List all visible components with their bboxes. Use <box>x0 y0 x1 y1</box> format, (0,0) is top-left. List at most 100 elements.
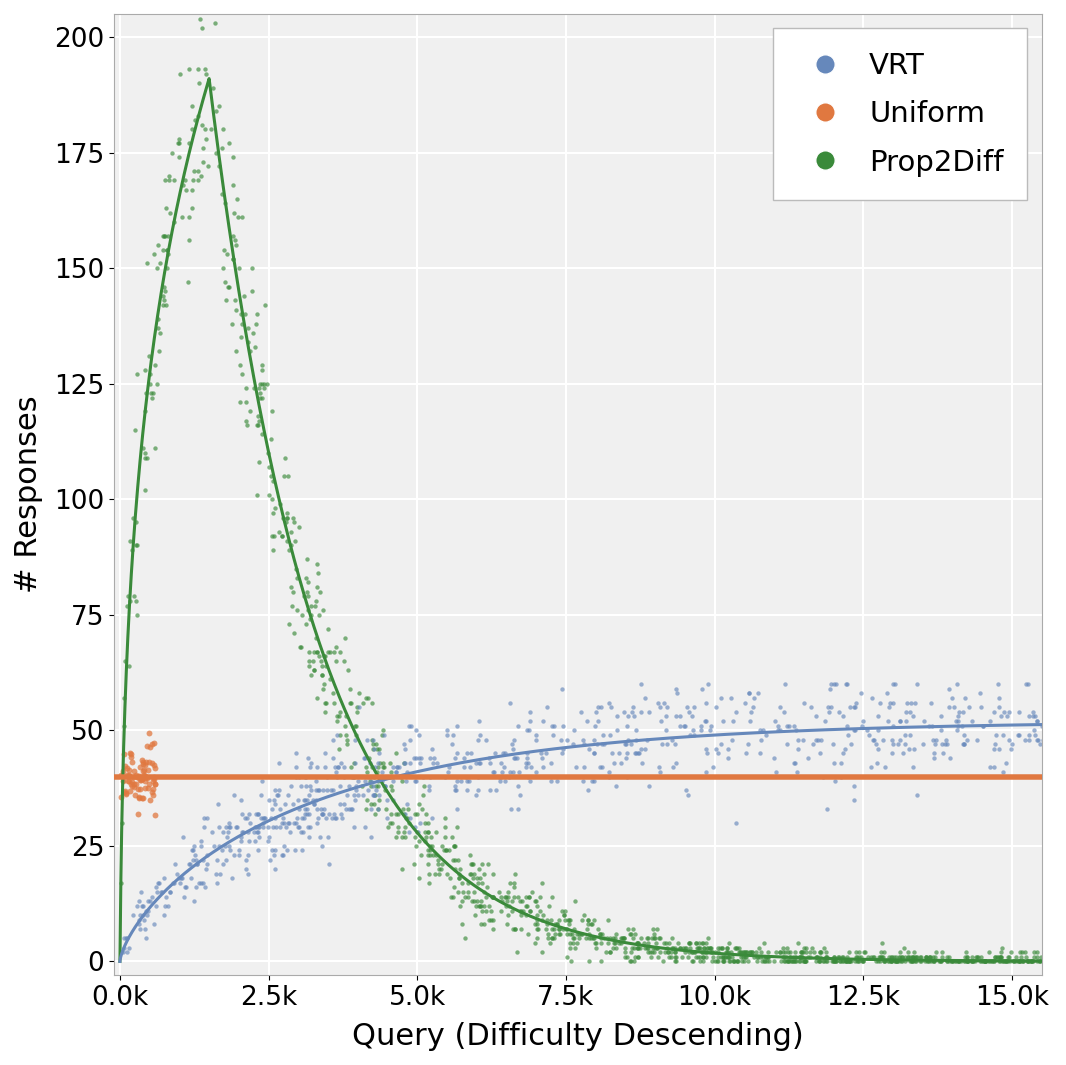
Point <box>995 764 1012 781</box>
Point <box>486 744 503 761</box>
Point <box>120 939 138 956</box>
Point <box>905 948 922 965</box>
Point <box>629 934 646 951</box>
Point <box>1043 953 1060 970</box>
Point <box>839 726 856 743</box>
Point <box>420 842 437 859</box>
Point <box>240 865 257 882</box>
Point <box>447 782 464 799</box>
Point <box>957 953 974 970</box>
Point <box>734 948 752 965</box>
Point <box>580 740 597 757</box>
Point <box>365 731 382 748</box>
Point <box>217 292 235 309</box>
Point <box>419 823 436 840</box>
Point <box>547 925 564 943</box>
Point <box>664 939 681 956</box>
Point <box>175 829 192 846</box>
Point <box>472 898 489 915</box>
Point <box>595 930 612 947</box>
Point <box>594 925 611 943</box>
Point <box>379 819 397 836</box>
Point <box>608 925 625 943</box>
Point <box>659 944 676 961</box>
Point <box>562 912 579 929</box>
Point <box>708 740 725 757</box>
Point <box>552 731 569 748</box>
Point <box>797 939 814 956</box>
Point <box>462 847 479 864</box>
Point <box>333 805 350 822</box>
Point <box>179 274 196 291</box>
Point <box>621 953 639 970</box>
Point <box>431 865 448 882</box>
Point <box>630 934 647 951</box>
Point <box>586 744 603 761</box>
Point <box>206 15 223 32</box>
Point <box>445 726 462 743</box>
Point <box>166 856 183 873</box>
Point <box>894 744 911 761</box>
Point <box>368 777 385 794</box>
Point <box>858 722 875 739</box>
Point <box>140 780 157 797</box>
Point <box>262 430 279 447</box>
Point <box>615 930 632 947</box>
Point <box>300 602 317 619</box>
Point <box>241 815 258 832</box>
Point <box>900 948 917 965</box>
Point <box>656 934 673 951</box>
Point <box>228 301 245 318</box>
Point <box>625 939 642 956</box>
Point <box>501 768 518 785</box>
Point <box>285 584 302 601</box>
Point <box>646 944 663 961</box>
Point <box>714 948 731 965</box>
Point <box>902 948 919 965</box>
Point <box>905 953 922 970</box>
Point <box>599 934 616 951</box>
Point <box>545 726 562 743</box>
Point <box>997 953 1014 970</box>
Point <box>346 731 364 748</box>
Point <box>666 948 683 965</box>
Point <box>238 394 255 411</box>
Point <box>906 948 923 965</box>
Point <box>819 699 836 716</box>
Point <box>369 758 386 775</box>
Point <box>345 754 362 771</box>
Point <box>127 766 144 783</box>
Point <box>808 953 825 970</box>
Point <box>310 606 327 623</box>
Point <box>641 703 658 720</box>
Point <box>989 675 1006 692</box>
Point <box>776 953 793 970</box>
Point <box>885 736 902 753</box>
Point <box>232 791 249 808</box>
Point <box>143 888 160 905</box>
Point <box>366 796 383 813</box>
Point <box>537 920 554 937</box>
Point <box>1017 948 1034 965</box>
Point <box>253 426 270 443</box>
Point <box>986 953 1003 970</box>
Point <box>601 944 618 961</box>
Point <box>636 689 653 706</box>
Point <box>220 278 237 295</box>
Point <box>146 769 163 786</box>
Point <box>450 865 467 882</box>
Point <box>290 819 307 836</box>
Point <box>608 939 625 956</box>
Point <box>122 783 139 800</box>
Point <box>348 717 365 734</box>
Point <box>863 689 881 706</box>
Point <box>875 953 892 970</box>
Point <box>609 722 626 739</box>
Point <box>485 764 502 781</box>
Point <box>926 948 943 965</box>
Point <box>492 754 510 771</box>
Point <box>491 772 508 789</box>
Point <box>518 722 535 739</box>
Point <box>530 920 547 937</box>
Point <box>987 726 1004 743</box>
